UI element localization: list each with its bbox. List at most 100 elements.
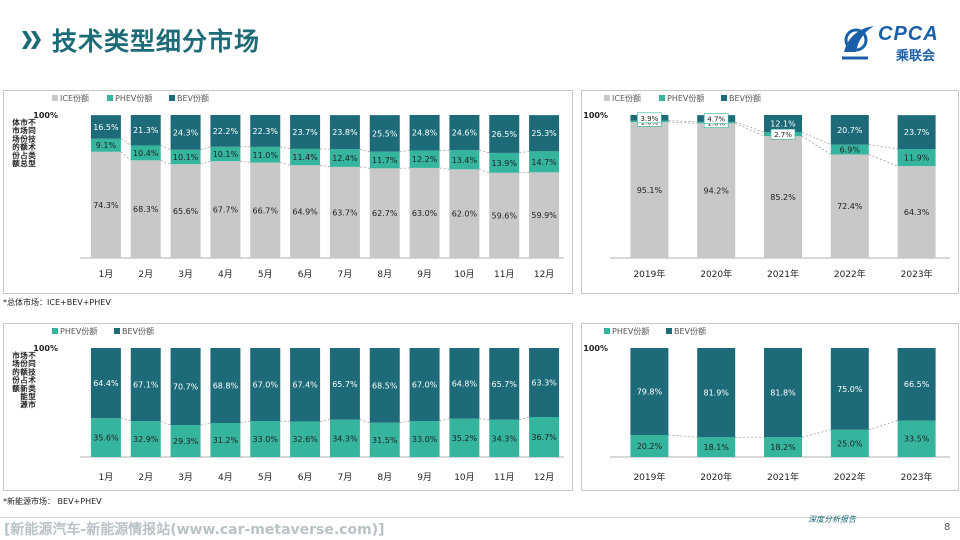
data-label: 63.0% (412, 209, 438, 218)
bar-ice-9 (449, 169, 480, 258)
y-axis-label-char: 术 (28, 142, 36, 152)
data-label: 24.8% (412, 129, 438, 138)
connector-line (399, 150, 410, 152)
connector-line (519, 416, 530, 420)
bar-phev-4 (250, 146, 281, 163)
bar-phev-1 (130, 145, 161, 161)
connector-line (735, 121, 765, 133)
bar-ice-0 (630, 122, 669, 258)
data-label: 63.7% (332, 208, 358, 217)
data-label-box: 3.9% (637, 112, 662, 124)
x-tick-label: 2月 (138, 269, 153, 280)
data-label: 25.3% (531, 129, 557, 138)
bar-ice-11 (529, 172, 560, 258)
footer-watermark: [新能源汽车-新能源情报站(www.car-metaverse.com)] (4, 522, 385, 538)
connector-line (868, 144, 898, 150)
bar-phev-6 (329, 149, 360, 167)
connector-line (801, 135, 831, 155)
legend-label: ICE份额 (612, 93, 641, 103)
bar-phev-3 (830, 144, 869, 155)
legend-swatch-bev (666, 328, 672, 334)
bar-phev-8 (409, 150, 440, 168)
y-axis-label-char: 份 (12, 150, 20, 160)
bar-ice-3 (830, 154, 869, 258)
y-axis-label-char: 份 (20, 358, 28, 368)
bar-bev-1 (697, 348, 736, 438)
data-label: 64.3% (904, 208, 930, 217)
data-label: 6.9% (840, 146, 861, 155)
data-label: 23.7% (292, 128, 318, 137)
connector-line (200, 160, 211, 165)
bar-phev-5 (290, 148, 321, 166)
bar-bev-5 (290, 348, 321, 422)
x-tick-label: 10月 (454, 472, 474, 483)
y-axis-label-char: 技 (28, 133, 36, 143)
data-label: 66.5% (904, 380, 930, 389)
connector-line (320, 164, 330, 168)
bar-bev-4 (897, 115, 936, 150)
x-tick-label: 2月 (138, 472, 153, 483)
y-axis-label-char: 市 (12, 125, 20, 135)
connector-line (120, 417, 131, 422)
x-tick-label: 9月 (417, 472, 432, 483)
y-axis-label-char: 类 (28, 150, 36, 160)
x-tick-label: 5月 (258, 472, 273, 483)
connector-line (160, 420, 171, 426)
bar-phev-7 (369, 151, 400, 169)
bar-bev-3 (830, 348, 869, 430)
bar-phev-1 (697, 437, 736, 457)
y-axis-label-char: 能 (20, 391, 28, 401)
x-tick-label: 11月 (494, 472, 514, 483)
data-label: 10.1% (173, 153, 199, 162)
legend-swatch-ice (604, 95, 610, 101)
title-block: 技术类型细分市场 (22, 22, 260, 58)
y-axis-label-char: 新 (20, 383, 28, 393)
connector-line (439, 167, 450, 170)
x-tick-label: 8月 (377, 269, 392, 280)
bar-phev-11 (529, 416, 560, 457)
data-label: 94.2% (703, 187, 729, 196)
data-label: 67.7% (213, 206, 239, 215)
chart-panel-nev-monthly: PHEV份额 BEV份额 100% 不同技术类型市场份额占新能源市场的份额 1月 2月 3月… (3, 323, 573, 491)
data-label: 68.8% (213, 381, 239, 390)
y-axis-label-char: 占 (20, 150, 28, 160)
data-label: 25.0% (837, 439, 863, 448)
bar-bev-0 (630, 348, 669, 435)
bar-ice-5 (290, 165, 321, 258)
data-label: 65.7% (492, 380, 518, 389)
connector-line (160, 160, 171, 165)
connector-line (280, 162, 291, 166)
y-axis-label-char: 同 (28, 126, 36, 135)
connector-line (439, 418, 450, 422)
y-axis-label-char: 份 (20, 133, 28, 143)
bar-bev-4 (250, 115, 281, 147)
data-label: 22.2% (213, 127, 239, 136)
legend-label: BEV份额 (729, 93, 761, 103)
y-tick-label: 100% (583, 344, 608, 353)
legend-swatch-bev (721, 95, 727, 101)
x-tick-label: 11月 (494, 269, 514, 280)
y-axis-label-char: 类 (28, 383, 36, 393)
data-label: 59.6% (492, 211, 518, 220)
data-label-bg (637, 112, 662, 124)
bar-bev-1 (130, 348, 161, 422)
x-tick-label: 2020年 (700, 471, 732, 483)
cpca-logo: CPCA 乘联会 (838, 22, 944, 64)
bar-ice-4 (897, 166, 936, 258)
data-label: 21.3% (133, 126, 159, 135)
data-label: 31.2% (213, 436, 239, 445)
footer-tagline: 深度分析报告 (808, 515, 856, 524)
bar-phev-3 (210, 422, 241, 457)
x-tick-label: 4月 (218, 472, 233, 483)
data-label: 65.6% (173, 207, 199, 216)
legend-label: PHEV份额 (60, 326, 97, 336)
data-label: 26.5% (492, 130, 518, 139)
connector-line (160, 145, 171, 151)
data-label-bg (770, 128, 796, 140)
bar-ice-8 (409, 167, 440, 258)
x-tick-label: 2023年 (901, 268, 933, 280)
y-axis-label-char: 市 (20, 117, 28, 127)
bar-phev-3 (830, 429, 869, 457)
data-label: 33.0% (412, 435, 438, 444)
y-axis-label-char: 占 (20, 375, 28, 385)
